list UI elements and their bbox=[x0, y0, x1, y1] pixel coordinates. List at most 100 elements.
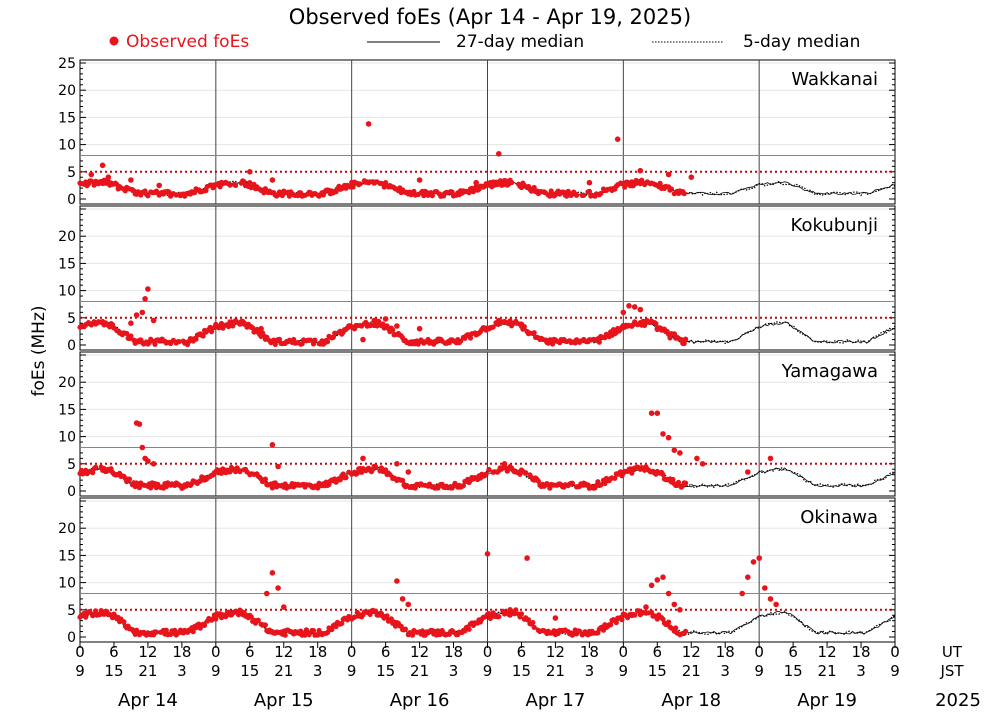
observed-point-outlier bbox=[281, 604, 287, 610]
x-tick-label-jst: 15 bbox=[104, 662, 123, 680]
observed-point bbox=[613, 619, 619, 626]
observed-point bbox=[629, 470, 635, 476]
x-tick-label-ut: 0 bbox=[754, 643, 764, 661]
observed-point bbox=[351, 614, 358, 620]
observed-point bbox=[197, 478, 203, 484]
x-tick-label-ut: 0 bbox=[619, 643, 629, 661]
x-tick-label-ut: 12 bbox=[138, 643, 157, 661]
ut-axis-label: UT bbox=[942, 643, 963, 661]
observed-point-outlier bbox=[150, 461, 157, 467]
observed-point bbox=[460, 483, 466, 489]
x-tick-label-jst: 21 bbox=[274, 662, 293, 680]
x-tick-label-ut: 12 bbox=[546, 643, 565, 661]
observed-point bbox=[316, 193, 322, 199]
observed-point-outlier bbox=[643, 604, 649, 610]
x-tick-label-jst: 15 bbox=[376, 662, 395, 680]
x-tick-label-jst: 9 bbox=[347, 662, 357, 680]
observed-point bbox=[632, 612, 638, 618]
station-panel-okinawa: 0 5 10 15 20 Okinawa bbox=[58, 497, 896, 646]
observed-point bbox=[200, 333, 206, 339]
observed-point-outlier bbox=[671, 447, 678, 454]
x-tick-label-jst: 3 bbox=[856, 662, 866, 680]
observed-point bbox=[497, 178, 503, 184]
station-name: Yamagawa bbox=[781, 361, 878, 382]
y-tick-label: 5 bbox=[67, 311, 76, 327]
observed-point-outlier bbox=[269, 442, 276, 448]
observed-point bbox=[494, 181, 500, 188]
observed-point bbox=[486, 466, 492, 473]
day-label: Apr 18 bbox=[661, 690, 721, 711]
y-tick-label: 5 bbox=[67, 457, 76, 473]
observed-point bbox=[467, 335, 474, 341]
x-tick-label-jst: 9 bbox=[211, 662, 221, 680]
observed-point-outlier bbox=[507, 607, 513, 613]
observed-point-outlier bbox=[626, 303, 632, 309]
observed-point-outlier bbox=[139, 309, 146, 316]
observed-point bbox=[272, 341, 278, 347]
observed-point bbox=[569, 480, 576, 486]
observed-point-outlier bbox=[671, 601, 678, 608]
observed-point-outlier bbox=[654, 577, 661, 583]
observed-point-outlier bbox=[496, 317, 502, 324]
x-tick-label-ut: 18 bbox=[172, 643, 191, 661]
observed-point bbox=[325, 339, 331, 345]
observed-point bbox=[262, 476, 268, 482]
observed-point bbox=[306, 632, 312, 638]
observed-point bbox=[136, 485, 142, 491]
year-label: 2025 bbox=[935, 690, 981, 711]
observed-point bbox=[227, 182, 233, 188]
observed-point bbox=[87, 608, 93, 615]
observed-point-outlier bbox=[637, 167, 644, 174]
observed-point bbox=[264, 334, 270, 340]
observed-point-outlier bbox=[128, 177, 134, 183]
observed-point bbox=[128, 333, 134, 339]
x-tick-label-jst: 21 bbox=[818, 662, 837, 680]
x-tick-label-jst: 21 bbox=[410, 662, 429, 680]
x-tick-label-ut: 18 bbox=[851, 643, 870, 661]
observed-point bbox=[660, 471, 666, 478]
x-tick-label-ut: 6 bbox=[653, 643, 663, 661]
observed-point-outlier bbox=[371, 463, 378, 470]
chart-title: Observed foEs (Apr 14 - Apr 19, 2025) bbox=[289, 5, 691, 29]
x-tick-label-jst: 15 bbox=[648, 662, 667, 680]
y-tick-label: 20 bbox=[58, 375, 76, 391]
observed-point bbox=[400, 477, 406, 483]
observed-point bbox=[282, 632, 288, 638]
observed-point bbox=[333, 623, 339, 630]
observed-point bbox=[666, 619, 672, 625]
observed-point-outlier bbox=[767, 455, 774, 462]
observed-point-outlier bbox=[99, 162, 106, 169]
observed-point bbox=[310, 628, 317, 634]
observed-point bbox=[458, 338, 464, 344]
observed-point bbox=[269, 485, 275, 491]
observed-point bbox=[576, 628, 583, 634]
observed-point bbox=[622, 184, 628, 190]
observed-point bbox=[490, 324, 496, 330]
observed-point bbox=[518, 611, 525, 617]
observed-point-outlier bbox=[105, 174, 112, 180]
observed-point bbox=[228, 319, 234, 325]
observed-point-outlier bbox=[654, 410, 661, 417]
observed-point bbox=[654, 616, 660, 622]
x-tick-label-ut: 18 bbox=[308, 643, 327, 661]
y-tick-label: 0 bbox=[67, 338, 76, 354]
observed-point-outlier bbox=[694, 455, 700, 462]
observed-point bbox=[83, 614, 89, 620]
x-tick-label-jst: 9 bbox=[890, 662, 900, 680]
observed-point bbox=[574, 192, 580, 198]
x-tick-label-ut: 18 bbox=[716, 643, 735, 661]
observed-point bbox=[429, 193, 435, 199]
observed-point bbox=[598, 482, 604, 488]
observed-point bbox=[90, 470, 96, 476]
observed-point bbox=[598, 190, 604, 197]
y-tick-label: 0 bbox=[67, 630, 76, 646]
y-tick-label: 10 bbox=[58, 138, 76, 154]
day-label: Apr 14 bbox=[118, 690, 178, 711]
x-tick-label-ut: 18 bbox=[444, 643, 463, 661]
observed-point bbox=[241, 179, 247, 185]
observed-point-outlier bbox=[394, 323, 400, 329]
observed-point bbox=[452, 480, 458, 486]
observed-point-outlier bbox=[773, 601, 779, 608]
